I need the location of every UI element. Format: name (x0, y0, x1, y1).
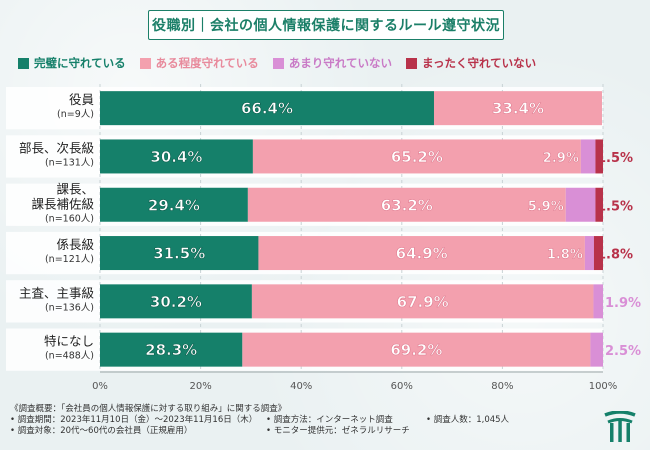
data-label: 1.9% (605, 296, 641, 311)
data-label: 67.9% (397, 293, 449, 311)
bar-segment (580, 139, 596, 174)
data-label: 65.2% (391, 148, 443, 166)
data-label: 5.9% (528, 199, 564, 214)
chart-title: 役職別｜会社の個人情報保護に関するルール遵守状況 (148, 10, 504, 40)
legend-swatch (18, 57, 29, 69)
legend-swatch (272, 57, 284, 69)
data-label: 1.8% (597, 248, 633, 263)
data-label: 30.2% (150, 293, 202, 311)
stacked-bar-chart: 0% 20% 40% 60% 80% 100% 66.4% 33.4% 役員 (n=9人) 30.4… (6, 84, 641, 392)
data-label: 66.4% (241, 100, 293, 118)
footer-method: • 調査方法：インターネット調査 (266, 415, 393, 425)
category-n-label: (n=488人) (45, 351, 94, 362)
legend-item-perfect: 完璧に守れている (18, 55, 126, 71)
category-label: 役員 (69, 92, 95, 107)
data-label: 69.2% (390, 341, 442, 359)
category-n-label: (n=136人) (45, 302, 94, 313)
x-tick-label: 60% (391, 381, 413, 392)
bar-segment (242, 332, 591, 367)
data-label: 1.8% (547, 248, 583, 263)
bar-segment (247, 187, 566, 222)
bar-segment (100, 187, 248, 222)
category-n-label: (n=9人) (57, 109, 94, 120)
legend-swatch (139, 57, 151, 69)
legend-swatch (405, 57, 417, 69)
legend-label: ある程度守れている (155, 56, 259, 70)
data-label: 63.2% (381, 196, 433, 214)
category-label: 課長補佐級 (31, 196, 94, 211)
data-label: 31.5% (153, 245, 205, 263)
bar-segment (590, 332, 603, 367)
legend: 完璧に守れている ある程度守れている あまり守れていない まったく守れていない (18, 54, 638, 72)
legend-item-not-much: あまり守れていない (272, 55, 392, 71)
category-n-label: (n=131人) (45, 157, 94, 168)
data-label: 2.9% (543, 151, 579, 166)
data-label: 2.5% (605, 344, 641, 359)
category-label: 主査、主事級 (19, 285, 95, 300)
bar-segment (100, 284, 252, 319)
data-label: 29.4% (148, 196, 200, 214)
footer-count: • 調査人数：1,045人 (426, 415, 510, 425)
survey-footer: 《調査概要：「会社員の個人情報保護に対する取り組み」に関する調査》 • 調査期間… (10, 404, 580, 437)
x-tick-label: 80% (491, 381, 513, 392)
data-label: 1.5% (597, 151, 633, 166)
legend-item-not-at-all: まったく守れていない (405, 55, 537, 71)
x-tick-label: 100% (589, 381, 618, 392)
bar-segment (100, 236, 259, 271)
bar-segment (258, 236, 585, 271)
bar-segment (251, 284, 594, 319)
bar-segment (593, 236, 603, 271)
legend-label: 完璧に守れている (34, 56, 126, 70)
x-tick-label: 0% (92, 381, 108, 392)
legend-label: まったく守れていない (421, 56, 537, 70)
legend-item-somewhat: ある程度守れている (139, 55, 259, 71)
category-label: 部長、次長級 (19, 140, 95, 155)
data-label: 28.3% (145, 341, 197, 359)
company-logo-icon (604, 411, 636, 442)
bar-segment (565, 187, 596, 222)
x-tick-label: 20% (189, 381, 211, 392)
category-label: 課長、 (56, 181, 94, 196)
category-n-label: (n=160人) (45, 213, 94, 224)
footer-target: • 調査対象：20代～60代の会社員（正規雇用） (10, 426, 193, 436)
bar-segment (100, 139, 253, 174)
bar-segment (252, 139, 581, 174)
footer-line: 《調査概要：「会社員の個人情報保護に対する取り組み」に関する調査》 (10, 404, 287, 414)
data-label: 30.4% (150, 148, 202, 166)
bar-segment (593, 284, 603, 319)
category-n-label: (n=121人) (45, 254, 94, 265)
legend-label: あまり守れていない (288, 56, 392, 70)
bar-segment (595, 139, 603, 174)
bar-segment (433, 91, 602, 126)
category-label: 係長級 (56, 237, 94, 252)
x-tick-label: 40% (290, 381, 312, 392)
data-label: 1.5% (597, 199, 633, 214)
bar-segment (100, 91, 434, 126)
data-label: 64.9% (396, 245, 448, 263)
bar-segment (595, 187, 603, 222)
footer-provider: • モニター提供元：ゼネラルリサーチ (266, 426, 410, 436)
footer-period: • 調査期間：2023年11月10日（金）～2023年11月16日（木） (10, 415, 258, 425)
bar-segment (100, 332, 243, 367)
data-label: 33.4% (492, 100, 544, 118)
category-label: 特になし (44, 334, 94, 349)
bar-segment (584, 236, 594, 271)
